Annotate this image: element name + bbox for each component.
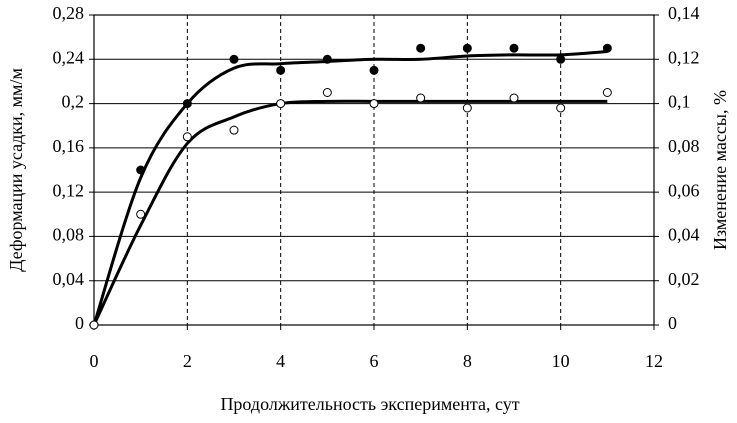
data-point [462, 103, 472, 113]
data-point [369, 99, 379, 109]
data-point [89, 320, 99, 330]
y2-tick-label: 0,04 [668, 225, 700, 245]
y-tick-label: 0,16 [53, 136, 85, 156]
y2-tick-label: 0,1 [668, 92, 691, 112]
data-point [509, 93, 519, 103]
data-point [136, 209, 146, 219]
y2-tick-label: 0,02 [668, 269, 700, 289]
x-tick-label: 8 [463, 351, 472, 371]
data-point [136, 165, 146, 175]
y-axis-label: Деформации усадки, мм/м [6, 68, 26, 272]
data-point [322, 88, 332, 97]
trend-line [92, 99, 608, 326]
data-point [462, 43, 472, 53]
x-tick-label: 0 [90, 351, 99, 371]
y2-tick-label: 0,06 [668, 180, 700, 200]
x-tick-label: 6 [370, 351, 379, 371]
x-axis-label: Продолжительность эксперимента, сут [220, 394, 519, 414]
data-point [322, 54, 332, 64]
plot-frame [93, 14, 655, 326]
data-point [416, 93, 426, 103]
data-point [556, 54, 566, 64]
data-point [182, 99, 192, 109]
data-point [369, 65, 379, 75]
y-tick-label: 0,28 [53, 3, 85, 23]
y-tick-label: 0,04 [53, 269, 85, 289]
y2-tick-label: 0,08 [668, 136, 700, 156]
y-tick-label: 0,08 [53, 225, 85, 245]
data-point [229, 125, 239, 135]
y-tick-label: 0,2 [62, 92, 85, 112]
data-point [602, 43, 612, 53]
x-tick-label: 4 [276, 351, 285, 371]
data-point [182, 132, 192, 142]
trend-line [92, 50, 608, 326]
y2-axis-label: Изменение массы, % [710, 90, 730, 250]
x-tick-label: 2 [183, 351, 192, 371]
x-tick-label: 12 [645, 351, 663, 371]
y2-tick-label: 0,14 [668, 3, 700, 23]
x-tick-label: 10 [552, 351, 570, 371]
data-point [229, 54, 239, 64]
y-tick-label: 0,24 [53, 47, 85, 67]
data-point [556, 103, 566, 113]
y-tick-label: 0 [75, 313, 84, 333]
data-point [416, 43, 426, 53]
data-point [276, 65, 286, 75]
y-tick-label: 0,12 [53, 180, 85, 200]
data-point [509, 43, 519, 53]
data-point [602, 88, 612, 97]
data-point [276, 99, 286, 109]
y2-tick-label: 0 [668, 313, 677, 333]
y2-tick-label: 0,12 [668, 47, 700, 67]
